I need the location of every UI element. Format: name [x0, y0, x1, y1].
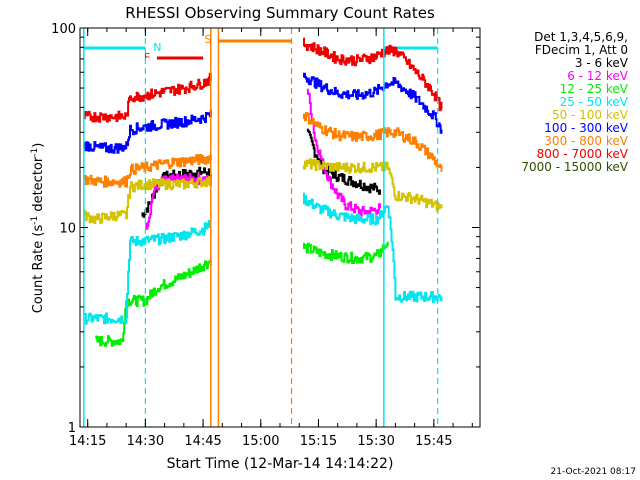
- legend: Det 1,3,4,5,6,9, FDecim 1, Att 0 3 - 6 k…: [521, 30, 628, 174]
- y-tick-label: 100: [51, 22, 76, 37]
- legend-entry: 6 - 12 keV: [567, 69, 629, 83]
- legend-entry: 50 - 100 keV: [552, 108, 629, 122]
- series-layer: [83, 37, 443, 347]
- x-tick-label: 14:15: [69, 434, 106, 449]
- series-line: [83, 72, 443, 154]
- observing-flags: NF S: [83, 33, 438, 64]
- night-flag-label: N: [153, 41, 161, 54]
- legend-entry: 3 - 6 keV: [575, 56, 629, 70]
- chart-title: RHESSI Observing Summary Count Rates: [125, 4, 435, 22]
- plot-frame: [79, 27, 481, 428]
- y-axis-label-mid: detector: [31, 156, 46, 216]
- x-axis: 14:15 14:30 14:45 15:00 15:15 15:30 15:45: [69, 28, 473, 449]
- x-tick-label: 15:00: [242, 434, 279, 449]
- x-tick-label: 15:45: [415, 434, 452, 449]
- series-line: [83, 37, 443, 123]
- legend-entry: 300 - 800 keV: [544, 134, 628, 148]
- series-line: [83, 192, 443, 325]
- saa-flag-label: S: [204, 33, 211, 46]
- x-tick-label: 15:30: [357, 434, 394, 449]
- legend-entry: 800 - 7000 keV: [537, 147, 629, 161]
- y-axis-label-main: Count Rate (s: [31, 225, 46, 314]
- legend-header-1: Det 1,3,4,5,6,9,: [534, 30, 628, 44]
- series-line: [83, 158, 443, 224]
- x-tick-label: 15:15: [300, 434, 337, 449]
- x-tick-label: 14:45: [184, 434, 221, 449]
- y-axis-label-exp1: -1: [30, 216, 40, 225]
- y-axis: 1 10 100: [51, 22, 480, 436]
- legend-entry: 7000 - 15000 keV: [521, 160, 628, 174]
- y-axis-label-exp2: -1: [30, 148, 40, 157]
- footer-date: 21-Oct-2021 08:17: [551, 467, 636, 477]
- series-line: [95, 241, 389, 347]
- y-tick-label: 1: [68, 421, 76, 436]
- y-axis-label-end: ): [31, 143, 46, 148]
- series-line: [83, 112, 443, 188]
- x-axis-label: Start Time (12-Mar-14 14:14:22): [167, 456, 394, 472]
- flare-flag-label: F: [144, 51, 150, 64]
- legend-entry: 25 - 50 keV: [560, 95, 629, 109]
- legend-header-2: FDecim 1, Att 0: [535, 43, 628, 57]
- y-tick-label: 10: [59, 222, 76, 237]
- legend-entry: 12 - 25 keV: [560, 82, 629, 96]
- x-tick-label: 14:30: [127, 434, 164, 449]
- legend-entry: 100 - 300 keV: [544, 121, 628, 135]
- y-axis-label: Count Rate (s-1 detector-1): [30, 143, 46, 314]
